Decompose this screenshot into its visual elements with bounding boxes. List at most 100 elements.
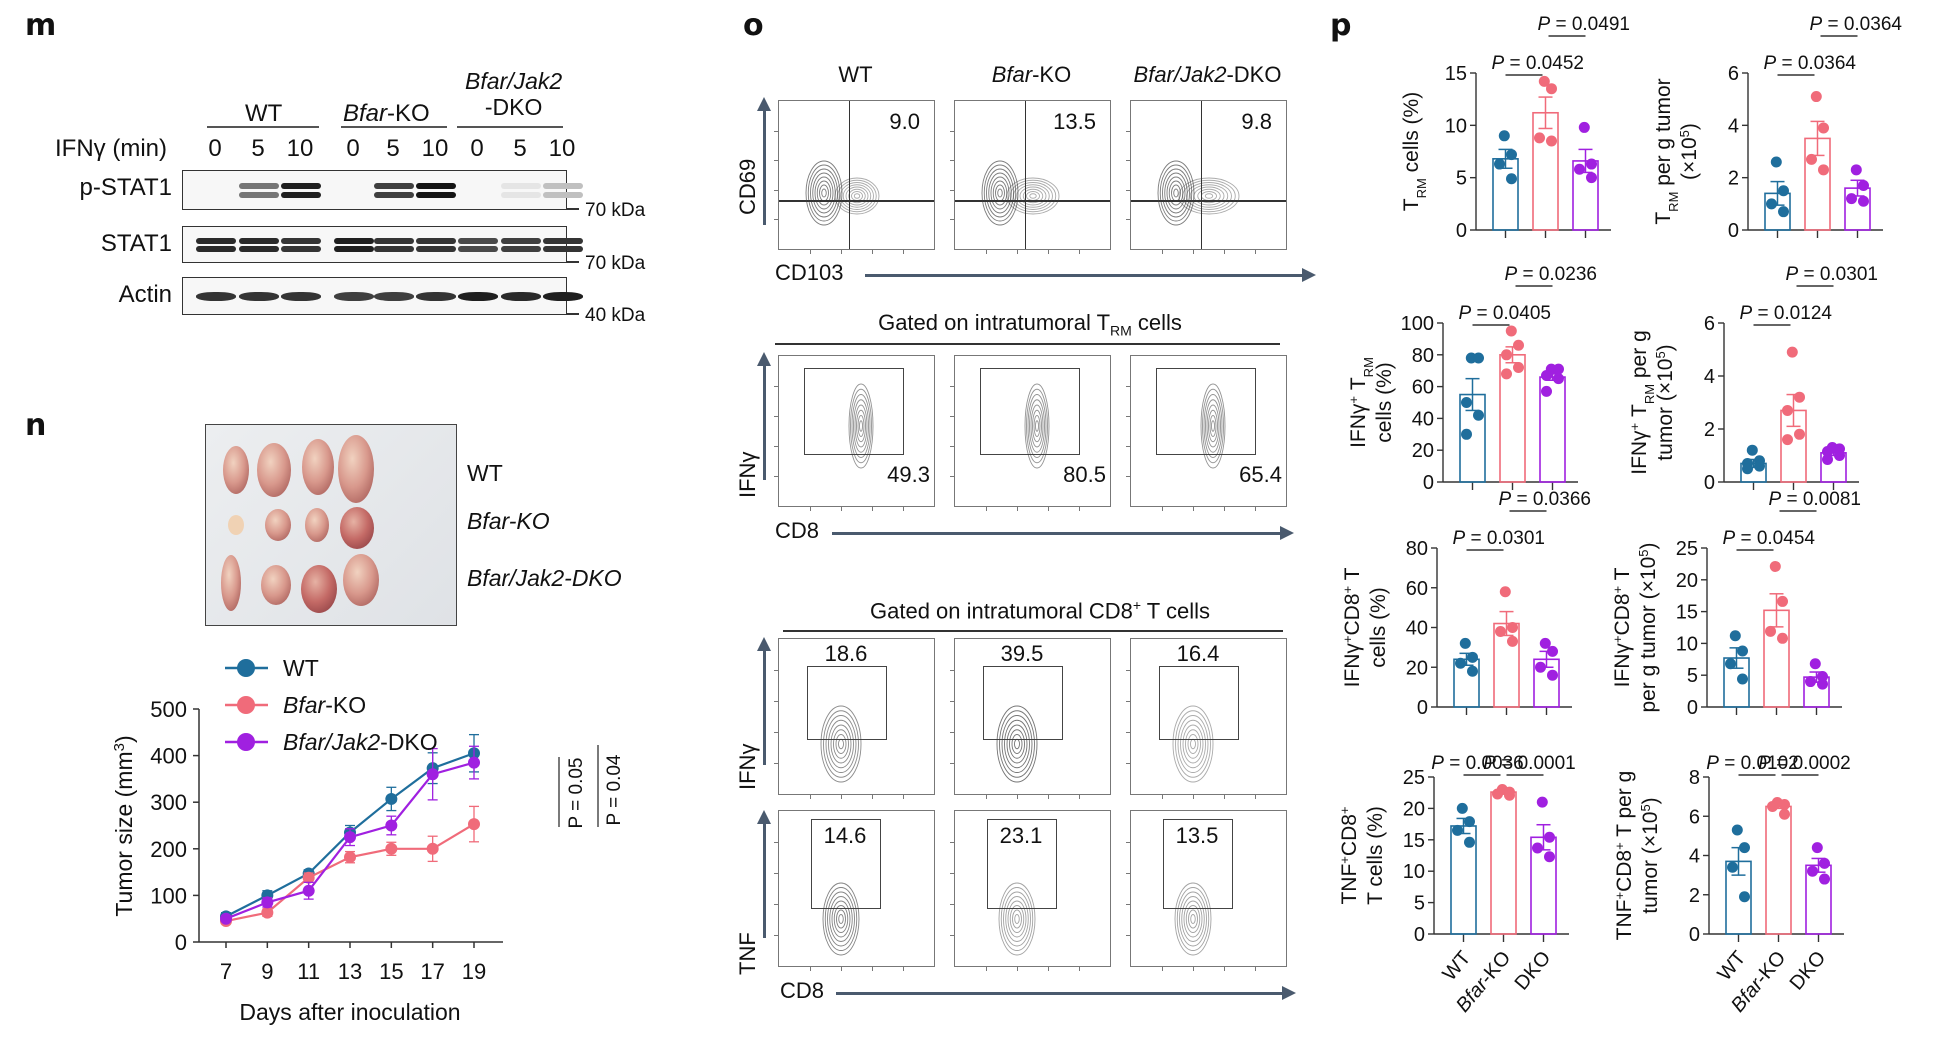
y-axis-arrow (763, 105, 766, 225)
label-text: T (1347, 377, 1370, 396)
gate-title-trm: Gated on intratumoral TRM cells (878, 310, 1182, 339)
data-point-dko (1819, 857, 1830, 869)
arrow-head-icon (757, 97, 771, 111)
data-point-ko (1504, 789, 1515, 801)
contour-line (1005, 896, 1029, 942)
axis-tick (1224, 506, 1225, 511)
flow-plot-cd69-cd103: 13.5 (950, 100, 1111, 254)
axis-tick (1126, 476, 1131, 477)
gate-box (811, 819, 881, 909)
data-point-dko (1541, 385, 1552, 397)
contour-line (997, 188, 1003, 198)
axis-tick (1126, 219, 1131, 221)
p-number: = 0.0002 (1771, 753, 1851, 774)
contour-line (1027, 394, 1047, 458)
p-letter: P (1810, 14, 1823, 35)
data-point-wt (1506, 173, 1517, 185)
data-point-wt (1455, 657, 1466, 669)
y-axis-arrow (763, 818, 766, 938)
quadrant-line-vertical (1024, 101, 1027, 249)
timepoint-label: 0 (346, 135, 360, 162)
y-tick-label: 60 (1412, 377, 1434, 399)
contour-line (981, 160, 1019, 226)
contour-line (854, 404, 868, 448)
y-axis-label: TNF+CD8+ (1337, 806, 1362, 904)
contour-line (990, 176, 1010, 210)
contour-line (999, 710, 1035, 778)
axis-tick (774, 219, 779, 221)
p-value-label: P = 0.0491 (1538, 14, 1630, 35)
axis-tick (986, 966, 987, 971)
bar-ko (1532, 111, 1559, 231)
gate-percentage: 49.3 (887, 462, 930, 487)
data-point-ko (1513, 362, 1524, 374)
axis-tick (1048, 249, 1049, 254)
gate-box (983, 666, 1063, 740)
subscript: RM (1361, 357, 1376, 377)
contour-line (814, 176, 834, 210)
axis-tick (774, 670, 779, 671)
contour-line (1171, 184, 1181, 202)
data-point-wt (1461, 397, 1472, 408)
label-text: IFNγ (1628, 430, 1651, 475)
axis-tick (774, 160, 779, 162)
data-point-dko (1532, 842, 1543, 854)
label-text: IFNγ (1341, 643, 1364, 688)
contour-line (1164, 172, 1188, 214)
blot-band-lower (416, 246, 456, 253)
contour-line (1001, 715, 1033, 773)
bar-wt (1492, 158, 1519, 231)
arrow-head-icon (757, 352, 771, 366)
label-text: tumor (×10 (1639, 812, 1662, 914)
flow-plot-tnf-cd8: 23.1 (950, 810, 1111, 971)
label-text: T (1652, 212, 1675, 225)
label-text: IFNγ (1347, 403, 1370, 448)
contour-line (1006, 724, 1028, 764)
tumor-wt-1 (223, 446, 249, 494)
blot-band-upper (281, 238, 321, 245)
tumor-ko-4 (340, 507, 374, 549)
contour-line (827, 891, 855, 947)
axis-tick (1079, 794, 1080, 799)
data-point-ko (1779, 798, 1790, 810)
contour-line (1201, 191, 1217, 201)
contour-line (822, 882, 860, 956)
data-point-wt (1452, 824, 1463, 836)
data-point-dko (344, 831, 356, 844)
y-tick-label: 20 (1403, 798, 1425, 820)
flow-plot-cd69-cd103: 9.8 (1126, 100, 1287, 254)
gate-percentage: 39.5 (1000, 641, 1044, 666)
contour-line (1204, 193, 1214, 199)
data-point-dko (1817, 670, 1828, 682)
label-text: per g tumor (×10 (1637, 557, 1660, 713)
photo-row-label-dko: Bfar/Jak2-DKO (467, 565, 622, 591)
photo-row-label-wt: WT (467, 460, 503, 486)
contour-line (1173, 188, 1179, 198)
axis-tick (774, 130, 779, 132)
contour-plot (1006, 177, 1060, 215)
axis-tick (1126, 670, 1131, 671)
contour-line (825, 715, 857, 773)
contour-line (853, 399, 869, 453)
p-letter: P (1723, 528, 1736, 549)
axis-tick (1255, 794, 1256, 799)
axis-tick (1126, 189, 1131, 191)
data-point-dko (261, 896, 274, 909)
timepoint-label: 10 (286, 135, 314, 162)
panel-label-p: p (1330, 8, 1352, 43)
contour-line (1175, 710, 1211, 778)
blot-band (543, 291, 583, 301)
contour-line (1032, 409, 1042, 443)
blot-band (239, 291, 279, 301)
p-value-label: P = 0.0454 (1723, 528, 1816, 549)
data-point-wt (1473, 352, 1484, 364)
contour-line (1009, 729, 1025, 759)
flow-column-header: Bfar-KO (991, 62, 1072, 87)
axis-tick (903, 794, 904, 799)
gene-name: Bfar (343, 100, 388, 127)
axis-tick (774, 446, 779, 447)
p-letter: P (1499, 489, 1512, 510)
p-value-annotation: P = 0.05 (566, 758, 587, 829)
